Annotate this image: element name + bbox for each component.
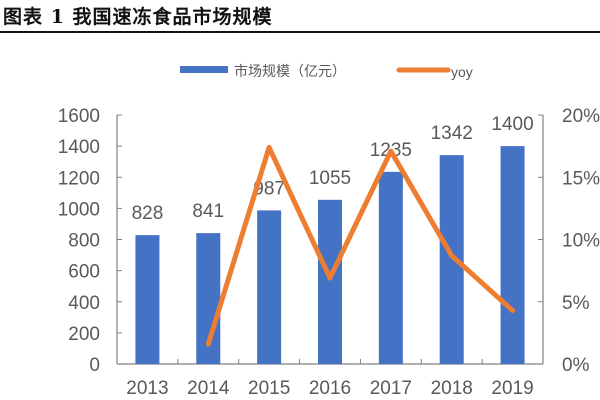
legend-line-label: yoy (451, 64, 473, 80)
x-tick-label: 2015 (248, 378, 290, 399)
x-tick-label: 2018 (431, 378, 473, 399)
left-tick-label: 400 (68, 293, 100, 314)
left-tick-label: 600 (68, 262, 100, 283)
x-tick-label: 2013 (126, 378, 168, 399)
left-tick-label: 1200 (58, 168, 100, 189)
bar-2015 (257, 210, 282, 364)
left-tick-label: 1400 (58, 137, 100, 158)
bar-value-label: 828 (132, 203, 164, 224)
right-tick-label: 20% (562, 106, 600, 127)
bar-value-label: 1400 (491, 114, 533, 135)
right-tick-label: 15% (562, 168, 600, 189)
bar-2016 (318, 199, 342, 364)
legend-bar-swatch (180, 66, 228, 73)
title-divider (0, 31, 600, 33)
right-tick-label: 0% (562, 355, 590, 376)
x-tick-label: 2017 (370, 378, 412, 399)
left-tick-label: 0 (89, 355, 100, 376)
yoy-line (205, 144, 516, 347)
x-tick-label: 2014 (187, 378, 230, 399)
x-tick-label: 2016 (309, 378, 351, 399)
bar-2013 (135, 235, 160, 364)
right-tick-label: 10% (562, 231, 600, 252)
legend-bar-label: 市场规模（亿元） (234, 63, 346, 79)
left-tick-label: 800 (68, 231, 100, 252)
bar-value-label: 841 (192, 201, 224, 222)
bar-value-label: 987 (253, 178, 285, 199)
bar-2018 (439, 155, 464, 364)
right-tick-label: 5% (562, 293, 590, 314)
bar-2017 (378, 171, 403, 364)
bar-2019 (500, 146, 525, 364)
left-tick-label: 200 (68, 324, 100, 345)
bar-value-label: 1055 (309, 168, 351, 189)
x-tick-label: 2019 (491, 378, 533, 399)
left-tick-label: 1000 (58, 199, 100, 220)
chart-title: 图表 1 我国速冻食品市场规模 (3, 6, 273, 28)
left-tick-label: 1600 (58, 106, 100, 127)
bar-value-label: 1342 (431, 123, 473, 144)
